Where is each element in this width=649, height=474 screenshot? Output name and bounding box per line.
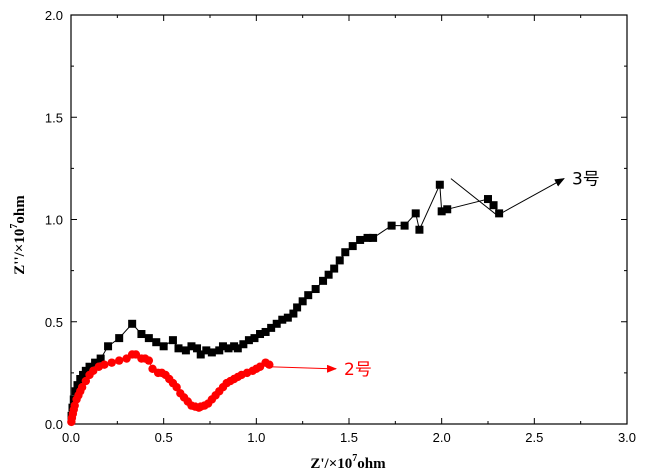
data-point: [319, 276, 328, 285]
data-point: [144, 334, 153, 343]
data-point: [443, 205, 452, 214]
data-point: [272, 319, 281, 328]
data-point: [435, 180, 444, 189]
data-point: [196, 350, 205, 359]
data-point: [81, 376, 91, 386]
data-point: [137, 330, 146, 339]
annotation-0: 3号: [450, 170, 600, 217]
y-tick-label: 2.0: [45, 8, 63, 23]
data-point: [181, 346, 190, 355]
data-point: [107, 358, 116, 367]
data-point: [484, 195, 492, 204]
data-point: [256, 330, 265, 339]
data-point: [172, 382, 181, 392]
y-tick-label: 0.5: [45, 315, 63, 330]
data-point: [387, 221, 396, 230]
data-point: [278, 315, 287, 324]
data-point: [348, 242, 357, 251]
axes: 0.0 0.5 1.0 1.5 2.0 2.5 3.0 0.0 0.5 1.0 1.5 2.0: [45, 8, 636, 445]
data-point: [79, 370, 88, 379]
data-point: [76, 375, 85, 384]
data-point: [335, 256, 344, 265]
annotation-arrow: [269, 364, 338, 373]
data-point: [174, 344, 183, 353]
annotations: 3号 2号: [269, 170, 600, 380]
data-point: [152, 338, 161, 347]
data-point: [369, 233, 378, 242]
data-point: [261, 327, 270, 336]
data-point: [244, 336, 253, 345]
data-point: [91, 358, 100, 367]
data-point: [215, 346, 224, 355]
x-axis-title-exponent: 7: [352, 453, 357, 464]
data-point: [168, 336, 177, 345]
data-point: [298, 297, 307, 306]
data-point: [250, 334, 259, 343]
x-tick-label: 3.0: [618, 430, 636, 445]
data-point: [144, 356, 154, 365]
data-point: [114, 356, 124, 365]
data-point: [128, 319, 137, 328]
data-point: [283, 313, 292, 322]
data-point: [356, 235, 365, 244]
x-tick-label: 1.5: [340, 430, 358, 445]
data-point: [224, 344, 233, 353]
y-tick-label: 1.0: [45, 213, 63, 228]
data-point: [115, 334, 124, 343]
data-point: [193, 344, 202, 353]
data-point: [73, 381, 82, 390]
data-point: [489, 201, 498, 210]
data-point: [207, 348, 216, 357]
data-point: [415, 225, 424, 234]
data-point: [81, 366, 90, 375]
series-1: [67, 350, 274, 427]
annotation-label: 3号: [572, 170, 600, 190]
x-axis-title: Z'/×107ohm: [310, 453, 386, 472]
annotation-1: 2号: [269, 360, 372, 380]
x-tick-label: 1.0: [247, 430, 265, 445]
data-point: [100, 360, 109, 369]
x-tick-label: 0.0: [62, 430, 80, 445]
data-point: [104, 342, 113, 351]
y-tick-label: 0.0: [45, 417, 63, 432]
data-point: [96, 354, 105, 363]
data-point: [437, 207, 446, 216]
x-tick-label: 2.5: [525, 430, 543, 445]
data-point: [341, 248, 350, 257]
data-point: [304, 291, 313, 300]
annotation-arrow: [450, 178, 565, 217]
data-point: [71, 387, 80, 396]
x-tick-label: 2.0: [433, 430, 451, 445]
data-point: [400, 221, 409, 230]
data-point: [363, 233, 372, 242]
data-point: [311, 285, 320, 294]
data-point: [85, 362, 94, 371]
data-point: [411, 209, 420, 218]
data-point: [239, 340, 248, 349]
data-point: [202, 346, 211, 355]
series-line: [71, 184, 500, 416]
data-point: [293, 303, 302, 312]
series-layer: [67, 180, 504, 427]
series-0: [67, 180, 504, 420]
data-point: [289, 309, 298, 318]
annotation-label: 2号: [344, 360, 372, 380]
data-point: [187, 342, 196, 351]
y-axis-title-exponent: 7: [9, 224, 20, 229]
data-point: [77, 382, 87, 392]
data-point: [330, 264, 339, 273]
data-point: [218, 342, 227, 351]
data-point: [159, 342, 168, 351]
data-point: [233, 344, 242, 353]
x-tick-label: 0.5: [155, 430, 173, 445]
y-axis-title: Z''/×107ohm: [9, 195, 28, 275]
data-point: [267, 323, 276, 332]
data-point: [265, 360, 274, 369]
data-point: [495, 209, 504, 218]
y-tick-label: 1.5: [45, 110, 63, 125]
data-point: [324, 270, 333, 279]
